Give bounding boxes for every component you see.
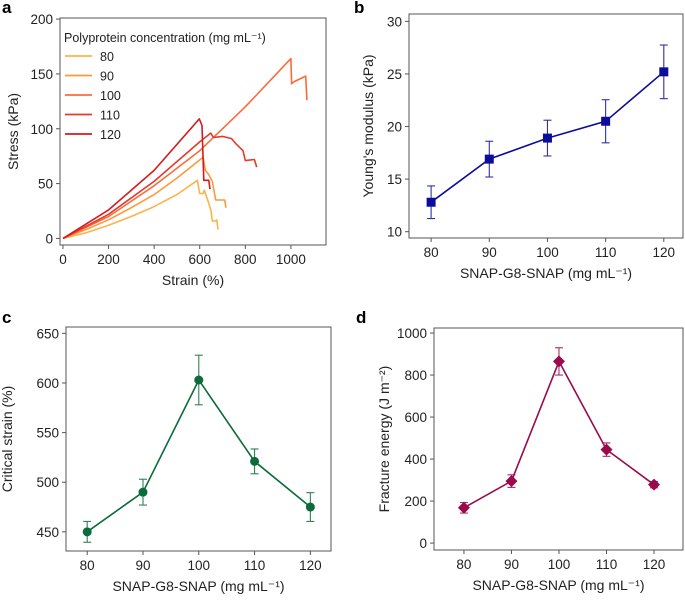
x-axis-label: Strain (%): [162, 272, 224, 288]
data-point: [426, 197, 436, 207]
legend-label: 100: [100, 89, 121, 103]
x-axis-label: SNAP-G8-SNAP (mg mL⁻¹): [472, 577, 644, 593]
data-point: [484, 154, 494, 164]
x-tick-label: 90: [504, 557, 519, 572]
data-point: [552, 355, 565, 368]
x-axis-label: SNAP-G8-SNAP (mg mL⁻¹): [112, 578, 284, 594]
y-tick-label: 0: [419, 536, 427, 551]
x-tick-label: 800: [234, 252, 257, 267]
x-tick-label: 120: [299, 558, 322, 573]
series-line-100: [62, 57, 308, 240]
data-point: [305, 502, 315, 512]
x-tick-label: 100: [536, 245, 559, 260]
y-tick-label: 1000: [397, 326, 427, 341]
y-tick-label: 500: [36, 475, 59, 490]
legend-label: 120: [100, 128, 121, 142]
legend-label: 80: [100, 50, 114, 64]
y-tick-label: 30: [387, 14, 402, 29]
panel-b: b 80 90 100 110 120 10 15 20 25 30 SNAP-G8-SNAP (mg…: [354, 0, 684, 281]
x-tick-label: 120: [653, 245, 676, 260]
y-tick-label: 10: [387, 225, 402, 240]
y-axis-label: Stress (kPa): [5, 93, 21, 170]
x-tick-label: 110: [595, 245, 617, 260]
legend-title: Polyprotein concentration (mg mL⁻¹): [64, 31, 266, 45]
y-tick-label: 25: [387, 67, 402, 82]
panel-c: c 80 90 100 110 120 450 500 550 600 650 SNAP-G8-SNA…: [0, 308, 332, 594]
panel-d: d 80 90 100 110 120 0 200 400 600 800 1000 SNAP-G8-S…: [356, 308, 684, 593]
y-tick-label: 150: [30, 67, 53, 82]
series-line-120: [62, 118, 211, 240]
x-tick-label: 80: [424, 245, 439, 260]
x-tick-label: 90: [482, 245, 497, 260]
data-point: [601, 116, 611, 126]
x-tick-label: 600: [188, 252, 211, 267]
x-tick-label: 0: [59, 252, 67, 267]
data-point: [505, 475, 518, 488]
y-tick-label: 800: [404, 368, 427, 383]
panel-letter: b: [354, 0, 364, 17]
x-tick-label: 80: [456, 557, 471, 572]
y-axis-label: Fracture energy (J m⁻²): [376, 366, 392, 513]
x-axis-label: SNAP-G8-SNAP (mg mL⁻¹): [460, 265, 632, 281]
x-tick-label: 1000: [276, 252, 306, 267]
x-tick-label: 100: [188, 558, 211, 573]
data-point: [194, 375, 204, 385]
data-point: [659, 67, 669, 77]
data-point: [542, 133, 552, 143]
y-tick-label: 400: [404, 452, 427, 467]
x-tick-label: 80: [80, 558, 95, 573]
plot-frame: [408, 13, 684, 239]
data-point: [138, 487, 148, 497]
y-tick-label: 200: [30, 12, 53, 27]
data-point: [250, 456, 260, 466]
x-tick-label: 110: [596, 557, 618, 572]
y-tick-label: 550: [36, 426, 59, 441]
x-tick-label: 110: [244, 558, 266, 573]
y-tick-label: 600: [404, 410, 427, 425]
y-axis-label: Young's modulus (kPa): [360, 54, 376, 197]
y-tick-label: 200: [404, 494, 427, 509]
data-point: [82, 527, 92, 537]
series-line: [463, 359, 655, 509]
y-tick-label: 450: [36, 525, 59, 540]
panel-letter: c: [2, 308, 11, 327]
series-line-110: [62, 132, 258, 240]
y-tick-label: 15: [387, 172, 402, 187]
y-tick-label: 0: [45, 231, 53, 246]
y-tick-label: 20: [387, 120, 402, 135]
panel-letter: d: [356, 308, 366, 327]
y-tick-label: 100: [30, 122, 53, 137]
panel-a: a 0 200 400 600 800 1000 0 50 100 150 200 Strain (%)…: [2, 0, 327, 288]
x-tick-label: 400: [143, 252, 166, 267]
legend-label: 110: [100, 109, 120, 123]
y-tick-label: 50: [38, 177, 53, 192]
y-tick-label: 600: [36, 376, 59, 391]
x-tick-label: 200: [97, 252, 120, 267]
y-tick-label: 650: [36, 326, 59, 341]
data-point: [648, 478, 661, 491]
x-tick-label: 90: [135, 558, 150, 573]
x-tick-label: 120: [643, 557, 666, 572]
x-tick-label: 100: [548, 557, 571, 572]
y-axis-label: Critical strain (%): [0, 386, 15, 493]
series-line-80: [62, 179, 219, 240]
legend: Polyprotein concentration (mg mL⁻¹) 80 90 1…: [64, 31, 266, 142]
data-point: [457, 501, 470, 514]
plot-frame: [59, 17, 327, 246]
panel-letter: a: [2, 0, 12, 17]
legend-label: 90: [100, 70, 114, 84]
data-point: [600, 443, 613, 456]
